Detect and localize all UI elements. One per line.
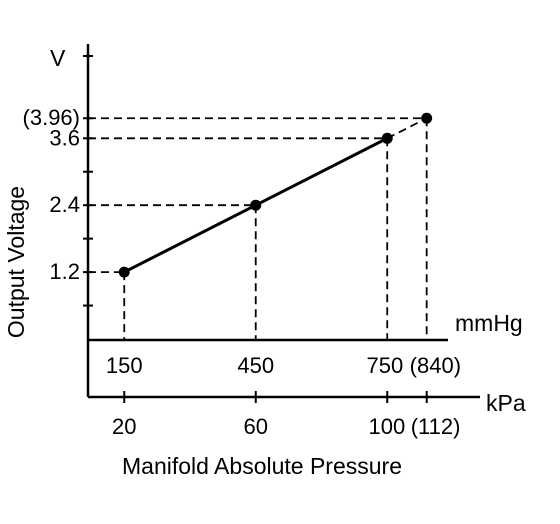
data-series	[118, 112, 433, 278]
x-axis-title: Manifold Absolute Pressure	[122, 453, 402, 479]
x-tick-label-mmhg: 150	[106, 353, 143, 378]
data-point	[421, 112, 433, 124]
series-line-segment	[255, 136, 388, 207]
guide-lines	[88, 117, 428, 340]
x-secondary-unit-label: kPa	[486, 390, 526, 416]
data-point	[118, 266, 130, 278]
x-tick-label-mmhg: (840)	[410, 353, 461, 378]
axes	[83, 44, 480, 403]
y-tick-label: (3.96)	[23, 105, 80, 130]
data-point	[250, 199, 262, 211]
x-tick-label-mmhg: 450	[237, 353, 274, 378]
series-line-segment	[123, 203, 257, 274]
x-primary-unit-label: mmHg	[455, 310, 523, 336]
y-tick-label: 1.2	[49, 259, 80, 284]
series-line-extrapolated	[386, 117, 428, 140]
y-axis-title: Output Voltage	[3, 186, 29, 338]
x-tick-label-kpa: (112)	[411, 414, 461, 439]
x-tick-label-kpa: 100	[369, 414, 406, 439]
axis-labels: 1.2 2.4 3.6(3.96) 150 450 750 (840) 20 60 100 (112…	[23, 105, 462, 439]
x-tick-label-mmhg: 750	[367, 353, 404, 378]
x-tick-label-kpa: 20	[112, 414, 136, 439]
x-tick-label-kpa: 60	[244, 414, 268, 439]
y-tick-label: 3.6	[49, 125, 80, 150]
y-unit-label: V	[50, 45, 66, 71]
y-tick-label: 2.4	[49, 192, 80, 217]
data-point	[381, 132, 393, 144]
